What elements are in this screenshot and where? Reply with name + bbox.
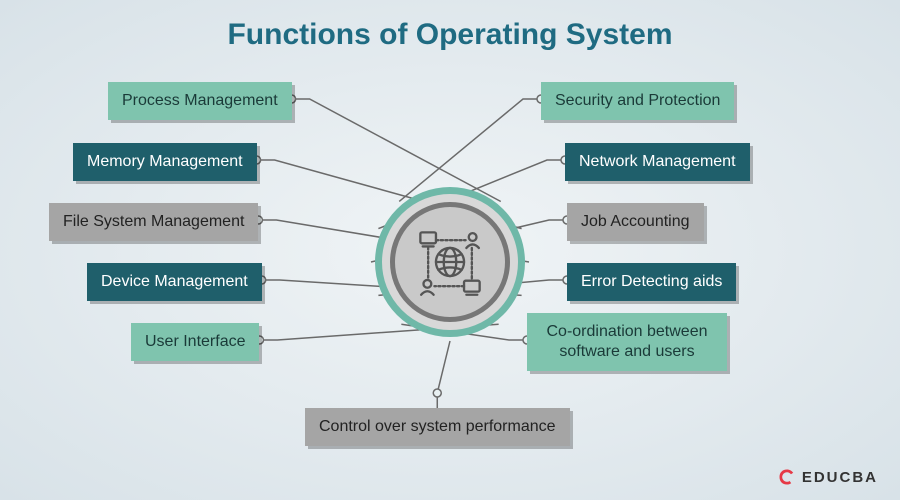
node-filesys: File System Management [49, 203, 258, 241]
node-job: Job Accounting [567, 203, 704, 241]
hub-inner-ring [390, 202, 510, 322]
node-control: Control over system performance [305, 408, 570, 446]
node-memory: Memory Management [73, 143, 257, 181]
node-ui: User Interface [131, 323, 259, 361]
brand-icon [778, 468, 796, 486]
node-coord: Co-ordination between software and users [527, 313, 727, 371]
brand-logo: EDUCBA [778, 468, 878, 486]
globe-network-icon [411, 223, 489, 301]
node-security: Security and Protection [541, 82, 734, 120]
node-network: Network Management [565, 143, 750, 181]
page-title: Functions of Operating System [0, 18, 900, 52]
node-error: Error Detecting aids [567, 263, 736, 301]
node-process: Process Management [108, 82, 292, 120]
hub-outer-ring [375, 187, 525, 337]
brand-text: EDUCBA [802, 469, 878, 486]
node-device: Device Management [87, 263, 262, 301]
